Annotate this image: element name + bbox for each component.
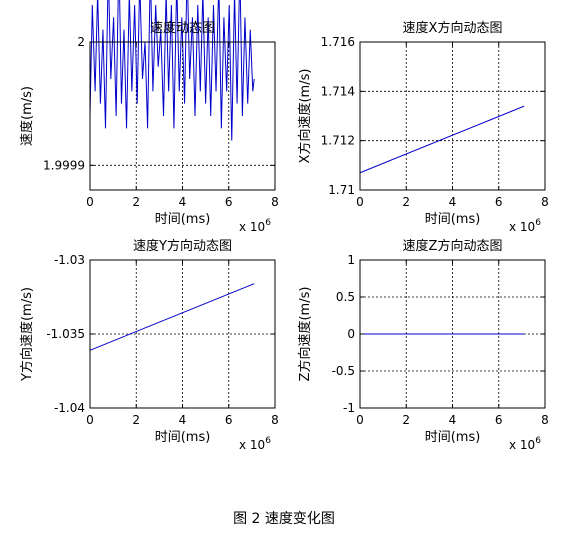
x-axis-label: 时间(ms)	[425, 212, 481, 227]
y-axis-label: 速度(m/s)	[19, 86, 35, 146]
x-multiplier-exponent: 6	[265, 218, 271, 228]
x-multiplier: x 106	[509, 218, 541, 234]
x-multiplier-base: x 10	[509, 220, 535, 234]
chart-title: 速度动态图	[150, 20, 215, 36]
figure-caption: 图 2 速度变化图	[233, 511, 335, 527]
x-multiplier-exponent: 6	[535, 218, 541, 228]
x-tick-label: 2	[132, 413, 140, 427]
x-tick-label: 6	[225, 195, 233, 209]
x-axis-label: 时间(ms)	[425, 430, 481, 445]
x-tick-label: 6	[225, 413, 233, 427]
y-tick-label: 1.716	[321, 35, 355, 49]
y-axis-label: Z方向速度(m/s)	[297, 287, 313, 382]
y-tick-label: 1.712	[321, 134, 355, 148]
x-tick-label: 8	[271, 195, 279, 209]
y-axis-label: Y方向速度(m/s)	[19, 287, 35, 382]
x-multiplier: x 106	[239, 436, 271, 452]
x-tick-label: 2	[132, 195, 140, 209]
chart-title: 速度X方向动态图	[403, 20, 503, 36]
x-tick-label: 0	[356, 195, 364, 209]
chart-title: 速度Z方向动态图	[403, 238, 503, 254]
y-tick-label: -0.5	[332, 364, 355, 378]
y-tick-label: 2	[77, 35, 85, 49]
y-tick-label: 1	[347, 253, 355, 267]
x-tick-label: 4	[449, 195, 457, 209]
y-tick-label: 1.71	[328, 183, 355, 197]
series-line	[359, 105, 525, 174]
y-tick-label: 0	[347, 327, 355, 341]
series-line	[89, 0, 255, 141]
x-axis-label: 时间(ms)	[155, 212, 211, 227]
chart-title: 速度Y方向动态图	[133, 238, 232, 254]
x-multiplier-base: x 10	[239, 438, 265, 452]
y-tick-label: -1.04	[54, 401, 85, 415]
series-line	[89, 283, 255, 351]
x-multiplier-base: x 10	[239, 220, 265, 234]
x-multiplier-exponent: 6	[535, 436, 541, 446]
y-tick-label: 0.5	[336, 290, 355, 304]
x-tick-label: 4	[179, 413, 187, 427]
y-tick-label: -1.035	[46, 327, 85, 341]
x-tick-label: 8	[541, 413, 549, 427]
x-tick-label: 0	[356, 413, 364, 427]
y-tick-label: 1.714	[321, 84, 355, 98]
x-multiplier: x 106	[239, 218, 271, 234]
x-axis-label: 时间(ms)	[155, 430, 211, 445]
x-tick-label: 4	[449, 413, 457, 427]
y-axis-label: X方向速度(m/s)	[297, 69, 313, 164]
y-tick-label: 1.9999	[43, 158, 85, 172]
x-multiplier-base: x 10	[509, 438, 535, 452]
y-tick-label: -1	[343, 401, 355, 415]
x-tick-label: 0	[86, 413, 94, 427]
x-tick-label: 8	[271, 413, 279, 427]
x-multiplier: x 106	[509, 436, 541, 452]
x-tick-label: 8	[541, 195, 549, 209]
x-tick-label: 0	[86, 195, 94, 209]
y-tick-label: -1.03	[54, 253, 85, 267]
x-multiplier-exponent: 6	[265, 436, 271, 446]
x-tick-label: 2	[402, 413, 410, 427]
x-tick-label: 6	[495, 413, 503, 427]
x-tick-label: 6	[495, 195, 503, 209]
x-tick-label: 2	[402, 195, 410, 209]
x-tick-label: 4	[179, 195, 187, 209]
